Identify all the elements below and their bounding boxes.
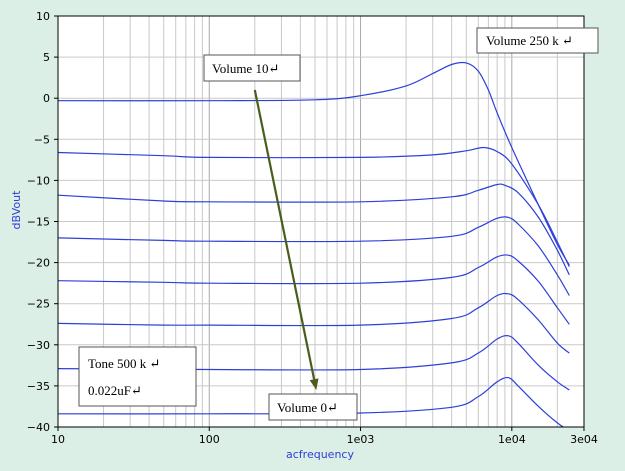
annotation-tone: Tone 500 k ↵ 0.022uF↵ xyxy=(78,346,197,407)
y-axis-label: dBVout xyxy=(10,190,23,230)
x-tick-label: 1e03 xyxy=(347,433,375,446)
y-tick-label: −15 xyxy=(27,216,50,229)
series-line-3 xyxy=(58,183,570,276)
y-tick-label: −35 xyxy=(27,380,50,393)
annotation-arrow-head xyxy=(309,378,319,391)
annotation-volume-0: Volume 0↵ xyxy=(268,393,358,421)
x-tick-label: 3e04 xyxy=(570,433,598,446)
series-line-1 xyxy=(58,61,570,266)
y-tick-label: −5 xyxy=(34,133,50,146)
y-tick-label: 0 xyxy=(43,92,50,105)
x-tick-label: 1e04 xyxy=(498,433,526,446)
annotation-volume-250k: Volume 250 k ↵ xyxy=(476,27,599,54)
annotation-arrow xyxy=(253,89,316,380)
y-tick-label: −25 xyxy=(27,298,50,311)
series-line-2 xyxy=(58,146,570,267)
series-line-6 xyxy=(58,292,570,354)
series-line-8 xyxy=(58,376,565,427)
y-tick-label: 10 xyxy=(36,10,50,23)
y-tick-label: −20 xyxy=(27,257,50,270)
y-tick-label: −40 xyxy=(27,421,50,434)
svg-text:Volume 0↵: Volume 0↵ xyxy=(277,400,338,415)
series-line-5 xyxy=(58,254,570,325)
series-line-4 xyxy=(58,216,570,296)
svg-text:Volume 250 k ↵: Volume 250 k ↵ xyxy=(486,33,573,48)
x-tick-label: 100 xyxy=(199,433,220,446)
y-tick-label: −10 xyxy=(27,174,50,187)
annotation-volume-10: Volume 10↵ xyxy=(203,54,301,82)
svg-text:0.022uF↵: 0.022uF↵ xyxy=(88,383,142,398)
x-axis-label: acfrequency xyxy=(286,448,354,461)
series-line-7 xyxy=(58,335,570,391)
x-tick-label: 10 xyxy=(51,433,65,446)
svg-text:Volume 10↵: Volume 10↵ xyxy=(212,61,279,76)
y-tick-label: −30 xyxy=(27,339,50,352)
series-group xyxy=(58,61,570,427)
y-tick-label: 5 xyxy=(43,51,50,64)
svg-text:Tone 500 k ↵: Tone 500 k ↵ xyxy=(88,356,160,371)
plot-border xyxy=(57,15,585,428)
